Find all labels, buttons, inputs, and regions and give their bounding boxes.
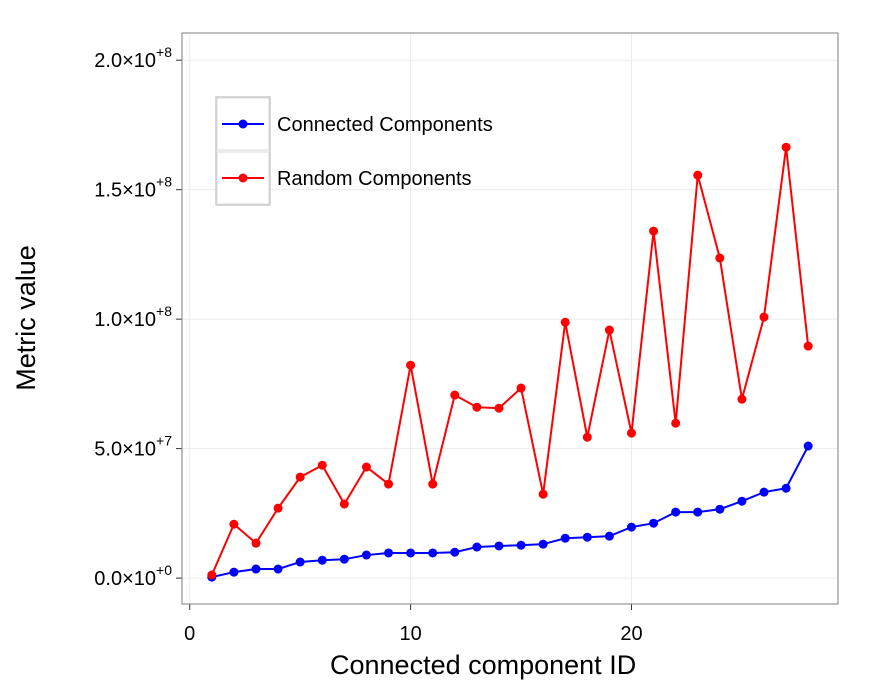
data-point bbox=[339, 554, 349, 564]
plot-border bbox=[181, 32, 839, 605]
data-point bbox=[560, 533, 570, 543]
data-point bbox=[671, 507, 681, 517]
data-point bbox=[582, 532, 592, 542]
y-axis-title: Metric value bbox=[11, 245, 41, 391]
data-point bbox=[428, 548, 438, 558]
data-point bbox=[494, 541, 504, 551]
data-point bbox=[671, 418, 681, 428]
data-point bbox=[759, 312, 769, 322]
data-point bbox=[803, 341, 813, 351]
data-point bbox=[406, 548, 416, 558]
y-tick-label-base: 1.5×10 bbox=[94, 180, 156, 202]
data-point bbox=[781, 483, 791, 493]
data-point bbox=[384, 548, 394, 558]
y-tick-label: 1.0×10+8 bbox=[94, 303, 172, 331]
data-point bbox=[759, 487, 769, 497]
y-tick-label-base: 0.0×10 bbox=[94, 568, 156, 590]
data-point bbox=[361, 550, 371, 560]
x-tick-label: 10 bbox=[399, 623, 421, 645]
data-point bbox=[715, 253, 725, 263]
data-point bbox=[361, 462, 371, 472]
y-tick-label-base: 5.0×10 bbox=[94, 439, 156, 461]
data-point bbox=[251, 564, 261, 574]
series-line bbox=[211, 445, 810, 579]
y-tick-label: 2.0×10+8 bbox=[94, 44, 172, 72]
data-point bbox=[626, 428, 636, 438]
y-tick-label-exponent: +8 bbox=[156, 44, 172, 60]
data-point bbox=[582, 432, 592, 442]
data-point bbox=[450, 390, 460, 400]
data-point bbox=[538, 489, 548, 499]
data-point bbox=[273, 564, 283, 574]
data-point bbox=[560, 317, 570, 327]
data-point bbox=[715, 504, 725, 514]
data-point bbox=[295, 472, 305, 482]
data-point bbox=[229, 519, 239, 529]
data-point bbox=[317, 460, 327, 470]
legend-label: Connected Components bbox=[277, 114, 493, 136]
data-point bbox=[604, 325, 614, 335]
data-point bbox=[494, 403, 504, 413]
data-point bbox=[339, 499, 349, 509]
legend-marker bbox=[238, 173, 248, 183]
data-point bbox=[472, 402, 482, 412]
y-tick-label-exponent: +7 bbox=[156, 433, 172, 449]
data-point bbox=[295, 557, 305, 567]
y-tick-label: 5.0×10+7 bbox=[94, 433, 172, 461]
data-point bbox=[649, 518, 659, 528]
data-point bbox=[693, 170, 703, 180]
data-point bbox=[406, 360, 416, 370]
data-point bbox=[737, 394, 747, 404]
x-tick-label: 0 bbox=[184, 623, 195, 645]
data-point bbox=[472, 542, 482, 552]
data-point bbox=[450, 547, 460, 557]
data-point bbox=[649, 226, 659, 236]
data-point bbox=[516, 540, 526, 550]
series-line bbox=[210, 147, 810, 576]
y-tick-label: 0.0×10+0 bbox=[94, 562, 172, 590]
data-point bbox=[317, 555, 327, 565]
data-point bbox=[251, 538, 261, 548]
data-point bbox=[207, 570, 217, 580]
y-tick-label-base: 2.0×10 bbox=[94, 50, 156, 72]
data-point bbox=[737, 496, 747, 506]
y-tick-label: 1.5×10+8 bbox=[94, 174, 172, 202]
data-point bbox=[516, 383, 526, 393]
data-point bbox=[384, 479, 394, 489]
x-tick-label: 20 bbox=[620, 623, 642, 645]
data-point bbox=[229, 567, 239, 577]
data-point bbox=[693, 507, 703, 517]
data-point bbox=[273, 503, 283, 513]
data-point bbox=[604, 531, 614, 541]
y-tick-label-exponent: +0 bbox=[156, 562, 172, 578]
y-tick-label-base: 1.0×10 bbox=[94, 309, 156, 331]
legend-marker bbox=[238, 119, 248, 129]
data-point bbox=[781, 142, 791, 152]
data-point bbox=[428, 479, 438, 489]
data-point bbox=[538, 539, 548, 549]
data-point bbox=[626, 522, 636, 532]
data-point bbox=[803, 441, 813, 451]
legend-label: Random Components bbox=[277, 168, 472, 190]
x-axis-title: Connected component ID bbox=[330, 650, 636, 680]
y-tick-label-exponent: +8 bbox=[156, 174, 172, 190]
y-tick-label-exponent: +8 bbox=[156, 303, 172, 319]
